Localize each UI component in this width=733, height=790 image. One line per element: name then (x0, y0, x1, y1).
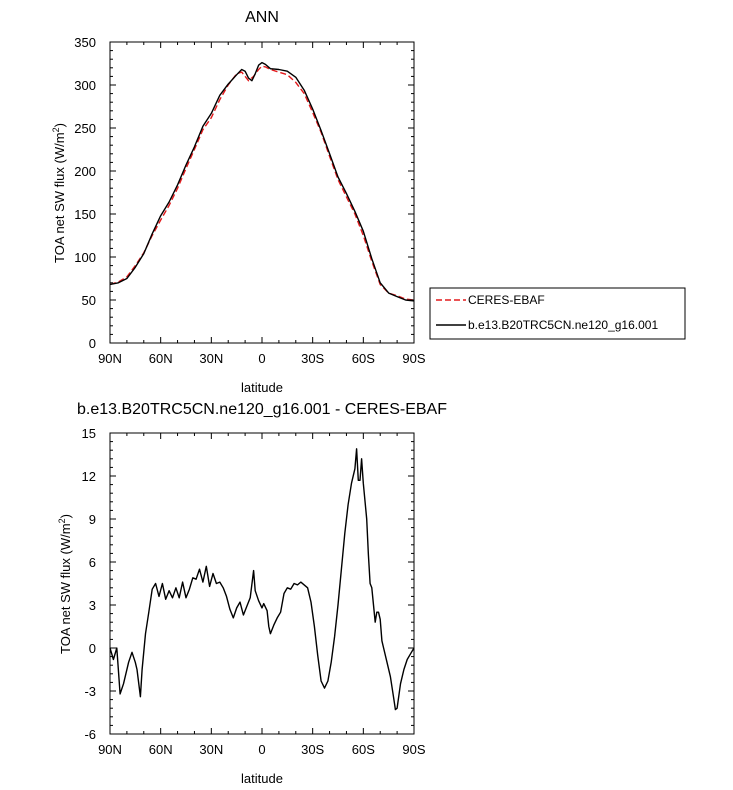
p1-y-tick-label: 50 (82, 293, 96, 308)
p2-y-tick-label: 3 (89, 598, 96, 613)
p1-x-tick-label: 30S (301, 351, 324, 366)
p2-x-tick-label: 60N (149, 742, 173, 757)
p1-y-tick-label: 0 (89, 336, 96, 351)
top-y-axis-label-sup: 2 (51, 127, 61, 132)
p1-y-tick-label: 200 (74, 164, 96, 179)
p2-x-tick-label: 90N (98, 742, 122, 757)
top-y-axis-label: TOA net SW flux (W/m2) (51, 123, 67, 263)
p2-x-tick-label: 60S (352, 742, 375, 757)
p1-y-tick-label: 100 (74, 250, 96, 265)
bottom-y-axis-label-main: TOA net SW flux (W/m (58, 523, 73, 654)
p1-x-tick-label: 60N (149, 351, 173, 366)
p1-x-tick-label: 90N (98, 351, 122, 366)
p1-y-tick-label: 350 (74, 35, 96, 50)
p2-x-tick-label: 90S (402, 742, 425, 757)
p2-x-tick-label: 30N (199, 742, 223, 757)
p2-y-tick-label: 15 (82, 426, 96, 441)
p2-y-tick-label: -3 (84, 684, 96, 699)
bottom-y-axis-label-sup: 2 (57, 518, 67, 523)
p1-y-tick-label: 300 (74, 78, 96, 93)
p1-series-line-1 (109, 61, 415, 302)
legend: CERES-EBAF b.e13.B20TRC5CN.ne120_g16.001 (429, 287, 686, 340)
p1-y-tick-label: 250 (74, 121, 96, 136)
p2-y-tick-label: -6 (84, 727, 96, 742)
bottom-y-axis-label-tail: ) (58, 514, 73, 518)
bottom-x-axis-label: latitude (241, 771, 283, 786)
top-y-axis-label-tail: ) (52, 123, 67, 127)
bottom-panel: b.e13.B20TRC5CN.ne120_g16.001 - CERES-EB… (57, 401, 447, 786)
p2-y-tick-label: 12 (82, 469, 96, 484)
top-x-axis-label: latitude (241, 380, 283, 395)
p1-x-tick-label: 0 (258, 351, 265, 366)
p2-series-line-0 (109, 448, 415, 711)
p2-x-tick-label: 30S (301, 742, 324, 757)
p1-x-tick-label: 60S (352, 351, 375, 366)
legend-label-model: b.e13.B20TRC5CN.ne120_g16.001 (468, 318, 658, 332)
top-panel: ANN 90N 60N 30N 0 30S 60S 90S 0 50 100 150 200 250 3… (51, 9, 686, 395)
p2-y-tick-label: 6 (89, 555, 96, 570)
bottom-y-axis-label: TOA net SW flux (W/m2) (57, 514, 73, 654)
top-plot-frame (109, 41, 415, 344)
p2-x-tick-label: 0 (258, 742, 265, 757)
p1-series-line-0 (109, 65, 415, 301)
p2-y-tick-label: 9 (89, 512, 96, 527)
top-chart-title: ANN (245, 9, 279, 26)
p1-x-tick-label: 30N (199, 351, 223, 366)
bottom-chart-title: b.e13.B20TRC5CN.ne120_g16.001 - CERES-EB… (77, 401, 447, 418)
legend-label-ceres: CERES-EBAF (468, 293, 545, 307)
p1-x-tick-label: 90S (402, 351, 425, 366)
p1-y-tick-label: 150 (74, 207, 96, 222)
top-y-axis-label-main: TOA net SW flux (W/m (52, 132, 67, 263)
legend-box (429, 287, 686, 340)
p2-y-tick-label: 0 (89, 641, 96, 656)
